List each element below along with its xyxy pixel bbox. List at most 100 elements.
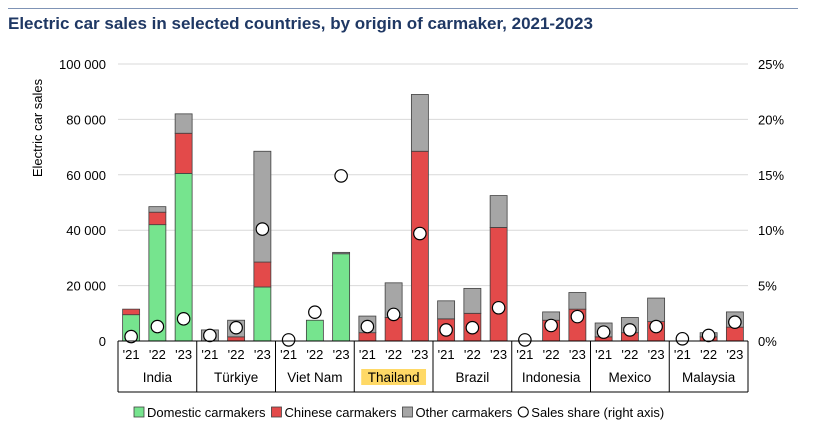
- y-axis-label: Electric car sales: [30, 78, 45, 177]
- share-marker: [308, 305, 322, 319]
- x-axis: '21'22'23India'21'22'23Türkiye'21'22'23V…: [117, 340, 749, 393]
- bar-other: [647, 297, 666, 323]
- share-marker: [386, 307, 401, 322]
- bar-other: [174, 113, 193, 134]
- bar-other: [437, 300, 456, 320]
- year-label: '23: [648, 347, 665, 362]
- y2-tick-label: 5%: [758, 279, 777, 294]
- year-label: '23: [175, 347, 192, 362]
- bar-other: [410, 94, 429, 152]
- year-label: '22: [543, 347, 560, 362]
- country-label: Türkiye: [214, 370, 258, 385]
- share-marker: [649, 319, 663, 334]
- bar-chinese: [410, 150, 429, 342]
- share-marker: [544, 318, 558, 333]
- share-marker: [491, 300, 506, 315]
- share-marker: [229, 320, 243, 335]
- year-label: '21: [359, 347, 376, 362]
- year-label: '22: [621, 347, 638, 362]
- year-label: '21: [123, 347, 140, 362]
- share-marker: [518, 333, 532, 347]
- share-marker: [728, 315, 742, 329]
- year-label: '22: [700, 347, 717, 362]
- country-highlight: [361, 369, 427, 385]
- legend-swatch-share: [517, 406, 529, 418]
- legend-swatch-domestic: [133, 406, 145, 418]
- year-label: '23: [726, 347, 743, 362]
- bar-chinese: [358, 332, 377, 342]
- bar-other: [463, 287, 482, 314]
- share-marker: [596, 325, 611, 339]
- year-label: '21: [438, 347, 455, 362]
- year-label: '23: [569, 347, 586, 362]
- legend-label: Chinese carmakers: [284, 405, 396, 420]
- share-marker: [334, 169, 348, 183]
- title-rule: [8, 8, 798, 9]
- y-tick-label: 60 000: [66, 168, 106, 183]
- y-tick-label: 100 000: [59, 57, 106, 72]
- share-markers: [124, 169, 742, 347]
- y-tick-label: 40 000: [66, 223, 106, 238]
- legend-swatch-chinese: [271, 406, 282, 418]
- bar-chinese: [227, 336, 246, 342]
- bar-chinese: [489, 227, 508, 342]
- legend-swatch-other: [402, 406, 413, 418]
- year-label: '22: [149, 347, 166, 362]
- share-marker: [281, 333, 296, 347]
- bar-other: [148, 206, 167, 213]
- gridlines: [118, 63, 748, 287]
- y2-tick-label: 0%: [758, 334, 777, 349]
- share-marker: [701, 328, 716, 343]
- bar-domestic: [253, 286, 272, 342]
- country-label: Mexico: [608, 370, 651, 385]
- country-label: Malaysia: [682, 370, 736, 385]
- year-label: '21: [595, 347, 612, 362]
- year-label: '23: [254, 347, 271, 362]
- year-label: '23: [333, 347, 350, 362]
- year-label: '22: [228, 347, 245, 362]
- legend-label: Domestic carmakers: [147, 405, 266, 420]
- share-marker: [439, 323, 453, 337]
- country-label: Thailand: [368, 370, 420, 385]
- y-tick-label: 20 000: [66, 279, 106, 294]
- country-label: India: [143, 370, 173, 385]
- legend-label: Sales share (right axis): [531, 405, 664, 420]
- year-label: '23: [490, 347, 507, 362]
- legend: Domestic carmakers Chinese carmakers Other…: [133, 405, 664, 420]
- share-marker: [203, 328, 217, 343]
- country-label: Indonesia: [522, 370, 581, 385]
- bar-other: [568, 292, 587, 310]
- y-axis-right: 0% 5% 10% 15% 20% 25%: [758, 57, 784, 349]
- chart-title: Electric car sales in selected countries…: [8, 14, 593, 33]
- bar-domestic: [332, 253, 351, 342]
- country-label: Viet Nam: [287, 370, 342, 385]
- y2-tick-label: 10%: [758, 223, 784, 238]
- bar-other: [332, 251, 351, 255]
- year-label: '22: [385, 347, 402, 362]
- y2-tick-label: 15%: [758, 168, 784, 183]
- share-marker: [675, 331, 690, 346]
- year-label: '21: [674, 347, 691, 362]
- bar-other: [253, 150, 272, 263]
- y2-tick-label: 20%: [758, 112, 784, 127]
- share-marker: [465, 320, 480, 335]
- bar-other: [489, 195, 508, 228]
- share-marker: [150, 319, 165, 334]
- bar-chinese: [725, 326, 744, 342]
- year-label: '21: [201, 347, 218, 362]
- bar-domestic: [305, 319, 324, 342]
- y-tick-label: 0: [99, 334, 106, 349]
- share-marker: [623, 323, 637, 337]
- year-label: '21: [280, 347, 297, 362]
- y2-tick-label: 25%: [758, 57, 784, 72]
- year-label: '21: [516, 347, 533, 362]
- legend-label: Other carmakers: [415, 405, 512, 420]
- bars: [122, 94, 744, 342]
- year-label: '23: [411, 347, 428, 362]
- bar-chinese: [122, 308, 141, 316]
- bar-chinese: [253, 261, 272, 288]
- share-marker: [570, 309, 585, 324]
- bar-chinese: [148, 211, 167, 226]
- bar-chinese: [174, 132, 193, 174]
